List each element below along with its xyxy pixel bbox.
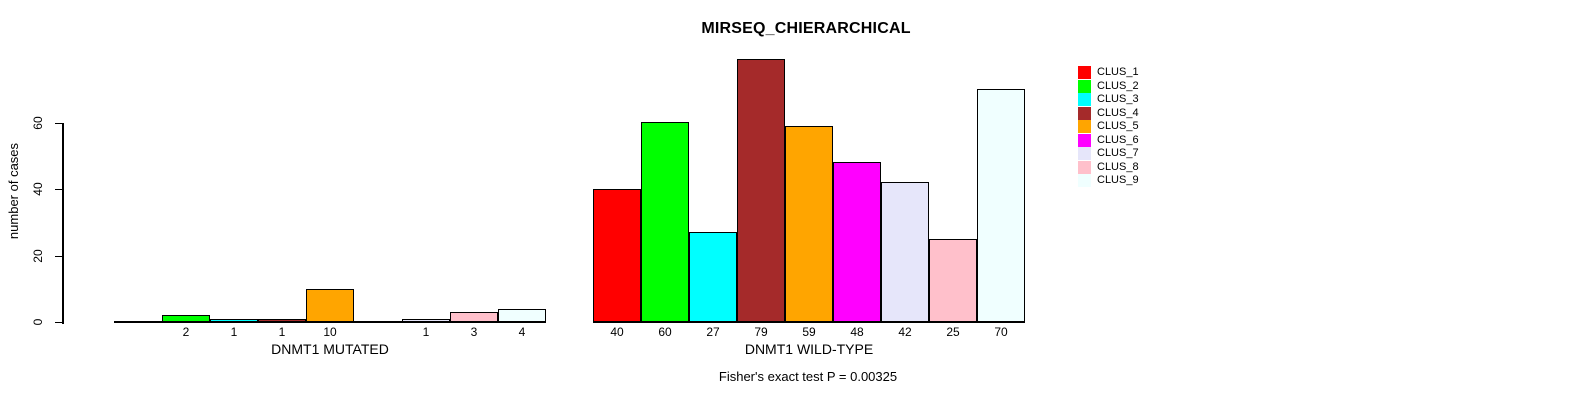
y-axis-tick — [55, 188, 62, 190]
y-axis-tick-label: 20 — [31, 249, 45, 263]
fisher-test-annotation: Fisher's exact test P = 0.00325 — [718, 369, 898, 384]
y-axis-tick-label: 40 — [31, 182, 45, 196]
y-axis-tick — [55, 321, 62, 323]
x-axis-label-wild-type: DNMT1 WILD-TYPE — [744, 341, 874, 357]
y-axis-tick-label: 0 — [31, 318, 45, 326]
bar-clus-4-group-1 — [258, 319, 306, 322]
bar-clus-1-group-2 — [593, 189, 641, 322]
bar-value-label: 79 — [754, 325, 768, 339]
bar-clus-2-group-2 — [641, 122, 689, 322]
chart-title: MIRSEQ_CHIERARCHICAL — [701, 20, 911, 37]
legend-label: CLUS_5 — [1097, 120, 1139, 132]
legend-swatch-clus_5 — [1078, 120, 1091, 133]
bar-clus-7-group-2 — [881, 182, 929, 322]
bar-value-label: 48 — [850, 325, 864, 339]
legend-label: CLUS_6 — [1097, 133, 1139, 146]
y-axis-tick — [55, 122, 62, 124]
bar-clus-5-group-1 — [306, 289, 354, 322]
y-axis-tick — [55, 255, 62, 257]
legend-swatch-clus_2 — [1078, 79, 1091, 93]
bar-value-label: 25 — [946, 325, 960, 339]
x-axis-label-mutated: DNMT1 MUTATED — [271, 341, 389, 357]
legend-swatch-clus_8 — [1078, 160, 1091, 174]
bar-value-label: 70 — [994, 325, 1008, 339]
bar-value-label: 40 — [610, 325, 624, 339]
bar-value-label: 60 — [658, 325, 672, 339]
bar-clus-2-group-1 — [162, 315, 210, 322]
bar-value-label: 2 — [182, 325, 190, 339]
bar-value-label: 59 — [802, 325, 816, 339]
bar-value-label: 42 — [898, 325, 912, 339]
legend-swatch-clus_3 — [1078, 93, 1091, 106]
bar-clus-8-group-1 — [450, 312, 498, 322]
legend-label: CLUS_4 — [1097, 106, 1139, 119]
bar-value-label: 1 — [230, 325, 238, 339]
legend-label: CLUS_3 — [1097, 93, 1139, 105]
legend-label: CLUS_7 — [1097, 147, 1139, 159]
legend-label: CLUS_8 — [1097, 160, 1139, 173]
y-axis-line — [62, 123, 64, 324]
bar-clus-4-group-2 — [737, 59, 785, 322]
legend-label: CLUS_9 — [1097, 174, 1139, 186]
bar-clus-3-group-2 — [689, 232, 737, 322]
bar-value-label: 1 — [422, 325, 430, 339]
legend-swatch-clus_6 — [1078, 133, 1091, 147]
bar-clus-3-group-1 — [210, 319, 258, 322]
bar-clus-5-group-2 — [785, 126, 833, 322]
y-axis-tick-label: 60 — [31, 116, 45, 130]
y-axis-label: number of cases — [6, 142, 21, 240]
bar-clus-7-group-1 — [402, 319, 450, 322]
bar-clus-9-group-1 — [498, 309, 546, 322]
bar-clus-9-group-2 — [977, 89, 1025, 322]
bar-value-label: 3 — [470, 325, 478, 339]
legend-label: CLUS_2 — [1097, 79, 1139, 92]
bar-value-label: 1 — [278, 325, 286, 339]
bar-value-label: 27 — [706, 325, 720, 339]
bar-clus-8-group-2 — [929, 239, 977, 322]
bar-value-label: 10 — [323, 325, 337, 339]
bar-clus-6-group-2 — [833, 162, 881, 322]
legend-swatch-clus_4 — [1078, 106, 1091, 120]
legend-swatch-clus_9 — [1078, 174, 1091, 187]
legend-swatch-clus_1 — [1078, 66, 1091, 79]
legend-label: CLUS_1 — [1097, 66, 1139, 78]
legend-swatch-clus_7 — [1078, 147, 1091, 160]
bar-value-label: 4 — [518, 325, 526, 339]
